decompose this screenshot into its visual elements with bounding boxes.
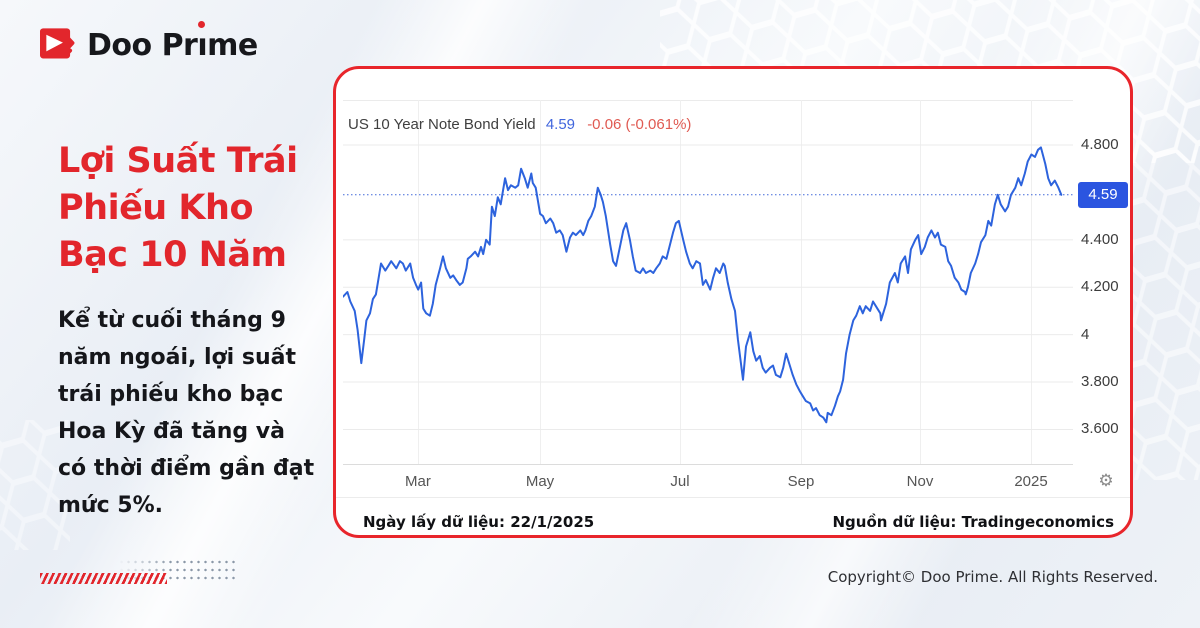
y-axis-tick-label: 4 — [1081, 325, 1090, 343]
x-axis-tick-label: 2025 — [1014, 473, 1048, 490]
y-axis-tick-label: 4.400 — [1081, 230, 1119, 248]
card-footer: Ngày lấy dữ liệu: 22/1/2025 Nguồn dữ liệ… — [363, 509, 1114, 535]
current-value-badge: 4.59 — [1078, 181, 1128, 208]
chart-header: US 10 Year Note Bond Yield 4.59 -0.06 (-… — [348, 116, 691, 133]
card-divider — [336, 497, 1130, 498]
page-title: Lợi Suất Trái Phiếu Kho Bạc 10 Năm — [58, 138, 298, 279]
doo-prime-wordmark: Doo Prıme — [87, 27, 258, 63]
chart-last-value: 4.59 — [545, 116, 576, 133]
doo-prime-logo: Doo Prıme — [40, 26, 258, 64]
y-axis-tick-label: 3.800 — [1081, 373, 1119, 391]
text-line: Kể từ cuối tháng 9 — [58, 308, 286, 333]
text-line: Bạc 10 Năm — [58, 235, 287, 275]
data-source-label: Nguồn dữ liệu: Tradingeconomics — [832, 513, 1114, 531]
x-axis-tick-label: Nov — [906, 473, 934, 490]
text-line: năm ngoái, lợi suất — [58, 345, 296, 370]
chart-change-value: -0.06 (-0.061%) — [587, 116, 692, 133]
doo-prime-logo-icon — [40, 28, 75, 59]
text-line: mức 5%. — [58, 493, 163, 518]
chart-card: US 10 Year Note Bond Yield 4.59 -0.06 (-… — [333, 66, 1133, 538]
chart-title: US 10 Year Note Bond Yield — [348, 116, 536, 133]
data-date-label: Ngày lấy dữ liệu: 22/1/2025 — [363, 513, 595, 531]
text-line: có thời điểm gần đạt — [58, 456, 315, 481]
y-axis-tick-label: 4.800 — [1081, 136, 1119, 154]
yield-series-line — [343, 146, 1063, 424]
striped-bar-decoration — [40, 573, 167, 584]
text-line: trái phiếu kho bạc — [58, 382, 284, 407]
y-axis-tick-label: 4.200 — [1081, 278, 1119, 296]
bond-yield-line-chart[interactable] — [343, 100, 1073, 465]
settings-icon[interactable]: ⚙ — [1098, 471, 1114, 490]
x-axis-tick-label: Sep — [787, 473, 815, 490]
x-axis-tick-label: May — [525, 473, 555, 490]
text-line: Lợi Suất Trái — [58, 141, 298, 181]
copyright-text: Copyright© Doo Prime. All Rights Reserve… — [827, 568, 1158, 586]
summary-text: Kể từ cuối tháng 9 năm ngoái, lợi suất trá… — [58, 302, 314, 524]
x-axis-tick-label: Mar — [405, 473, 431, 490]
text-line: Phiếu Kho — [58, 188, 253, 228]
text-line: Hoa Kỳ đã tăng và — [58, 419, 285, 444]
x-axis-tick-label: Jul — [670, 473, 690, 490]
y-axis-tick-label: 3.600 — [1081, 420, 1119, 438]
